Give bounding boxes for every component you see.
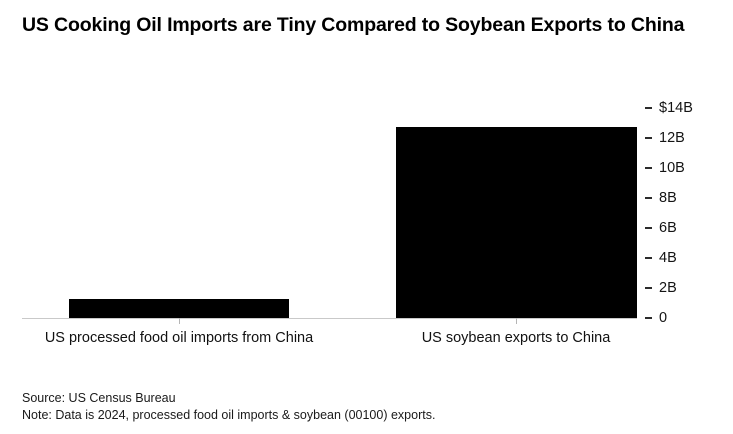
y-axis-tick-label: 6B — [659, 220, 677, 236]
y-axis-tick-label: 12B — [659, 130, 685, 146]
plot-area — [22, 100, 637, 318]
y-axis-tick-label: 4B — [659, 250, 677, 266]
page-title-line-1: US Cooking Oil Imports are Tiny Compared… — [22, 14, 603, 36]
y-axis-tick-0: 0 — [645, 311, 667, 325]
y-axis-dash-icon — [645, 137, 652, 139]
y-axis: $14B 12B 10B 8B 6B 4B 2B 0 — [645, 96, 733, 328]
y-axis-tick-12b: 12B — [645, 131, 685, 145]
y-axis-dash-icon — [645, 287, 652, 289]
y-axis-dash-icon — [645, 317, 652, 319]
chart-footer: Source: US Census Bureau Note: Data is 2… — [22, 390, 435, 424]
x-axis-tick-1 — [179, 318, 180, 324]
source-text: Source: US Census Bureau — [22, 391, 176, 405]
y-axis-tick-10b: 10B — [645, 161, 685, 175]
y-axis-tick-6b: 6B — [645, 221, 677, 235]
page-title-line-2: to China — [607, 14, 685, 36]
note-text: Note: Data is 2024, processed food oil i… — [22, 408, 436, 422]
y-axis-dash-icon — [645, 167, 652, 169]
y-axis-dash-icon — [645, 257, 652, 259]
y-axis-dash-icon — [645, 197, 652, 199]
x-axis-baseline — [22, 318, 637, 319]
y-axis-tick-label: 2B — [659, 280, 677, 296]
y-axis-tick-label: 0 — [659, 310, 668, 326]
page-title: US Cooking Oil Imports are Tiny Compared… — [22, 12, 712, 38]
bar-us-soybean-exports-to-china[interactable] — [396, 127, 637, 318]
y-axis-tick-label: 10B — [659, 160, 685, 176]
x-axis-label-category-2: US soybean exports to China — [421, 330, 611, 346]
y-axis-dash-icon — [645, 227, 652, 229]
y-axis-tick-2b: 2B — [645, 281, 677, 295]
y-axis-tick-4b: 4B — [645, 251, 677, 265]
y-axis-tick-label: $14B — [659, 100, 693, 116]
bar-us-processed-food-oil-imports-from-china[interactable] — [69, 299, 289, 318]
y-axis-tick-label: 8B — [659, 190, 677, 206]
y-axis-tick-14b: $14B — [645, 101, 693, 115]
x-axis-label-category-1: US processed food oil imports from China — [44, 330, 314, 346]
y-axis-tick-8b: 8B — [645, 191, 677, 205]
x-axis-tick-2 — [516, 318, 517, 324]
y-axis-dash-icon — [645, 107, 652, 109]
